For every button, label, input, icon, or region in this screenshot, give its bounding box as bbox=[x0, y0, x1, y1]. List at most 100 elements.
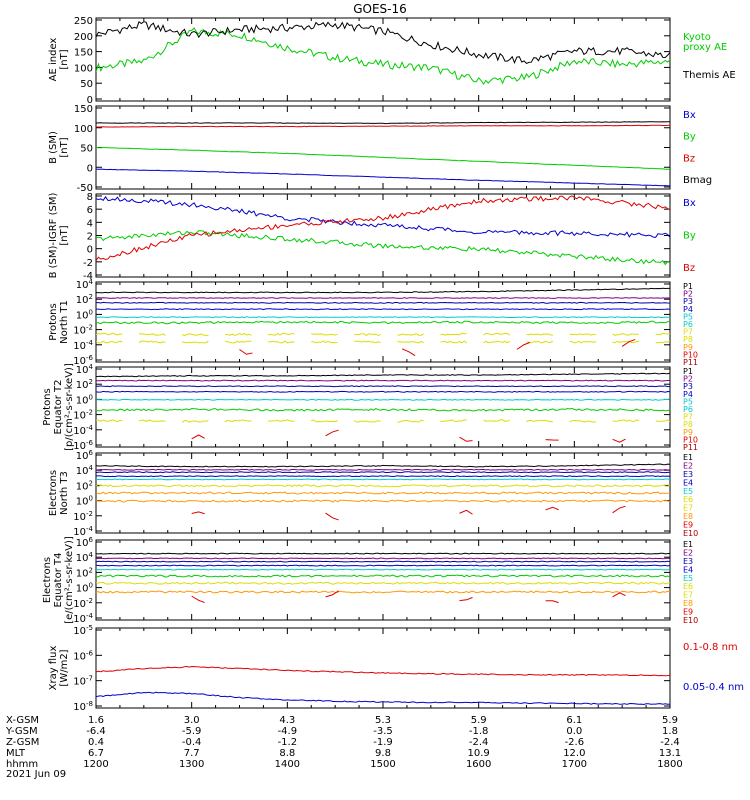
ephemeris-value: 10.9 bbox=[468, 748, 490, 759]
ephemeris-value: 4.3 bbox=[279, 715, 295, 726]
ephemeris-value: 6.7 bbox=[88, 748, 104, 759]
y-axis-label: ElectronsEquator T4[e/(cm²-s-sr-keV)] bbox=[42, 536, 75, 624]
ephemeris-value: 3.0 bbox=[184, 715, 200, 726]
sparse-channel-mark bbox=[191, 511, 205, 515]
series-group bbox=[96, 665, 670, 706]
x-tick-label: 1200 bbox=[83, 759, 108, 770]
panel-frame bbox=[95, 539, 671, 621]
series-line-bz bbox=[96, 124, 670, 128]
sparse-channel-mark bbox=[325, 512, 339, 521]
series-line-p3 bbox=[96, 301, 670, 304]
x-tick-label: 1800 bbox=[657, 759, 682, 770]
ephemeris-row-label: hhmm bbox=[6, 759, 38, 770]
y-tick-label: 10-8 bbox=[73, 700, 93, 713]
x-tick-label: 1600 bbox=[466, 759, 491, 770]
series-line-e4 bbox=[96, 564, 670, 567]
x-tick-label: 1700 bbox=[562, 759, 587, 770]
series-line-e1 bbox=[96, 463, 670, 468]
series-line-p7 bbox=[96, 419, 670, 423]
y-tick-label: 104 bbox=[76, 278, 94, 291]
series-line-e7 bbox=[96, 581, 670, 585]
ephemeris-value: 8.8 bbox=[279, 748, 295, 759]
y-tick-label: 100 bbox=[74, 124, 93, 135]
sparse-channel-mark bbox=[325, 429, 339, 437]
legend-label-p3: P3 bbox=[683, 297, 693, 306]
y-tick-label: 50 bbox=[80, 79, 93, 90]
x-tick-label: 1300 bbox=[179, 759, 204, 770]
series-line-p5 bbox=[96, 398, 670, 401]
legend-label-p8: P8 bbox=[683, 420, 693, 429]
series-line-e2 bbox=[96, 468, 670, 471]
series-line-e5 bbox=[96, 478, 670, 481]
legend-label-p1: P1 bbox=[683, 282, 693, 291]
y-tick-label: 10-2 bbox=[73, 324, 93, 337]
sparse-channel-mark bbox=[325, 590, 339, 598]
panel-frame bbox=[95, 105, 671, 190]
legend-label-p2: P2 bbox=[683, 375, 693, 384]
sparse-channel-mark bbox=[612, 438, 626, 443]
y-tick-label: 0 bbox=[87, 245, 93, 256]
y-tick-label: 200 bbox=[74, 32, 93, 43]
legend-label-e2: E2 bbox=[683, 548, 693, 557]
y-axis-label: ElectronsNorth T3 bbox=[48, 470, 70, 516]
legend-label-p5: P5 bbox=[683, 397, 693, 406]
legend-label-p10: P10 bbox=[683, 435, 698, 444]
series-line-p4 bbox=[96, 308, 670, 311]
legend-label-e8: E8 bbox=[683, 512, 693, 521]
legend-label-e4: E4 bbox=[683, 478, 693, 487]
series-line-e3 bbox=[96, 471, 670, 474]
ephemeris-value: -2.6 bbox=[565, 737, 585, 748]
y-tick-label: 102 bbox=[76, 479, 93, 492]
ephemeris-value: 13.1 bbox=[659, 748, 681, 759]
y-tick-label: 10-2 bbox=[73, 409, 93, 422]
ephemeris-value: 6.1 bbox=[566, 715, 582, 726]
legend-label-e10: E10 bbox=[683, 616, 698, 625]
y-tick-label: 104 bbox=[76, 363, 94, 376]
legend-label-p7: P7 bbox=[683, 413, 693, 422]
sparse-channel-mark bbox=[459, 436, 473, 442]
y-tick-label: 10-2 bbox=[73, 597, 93, 610]
series-line-e6 bbox=[96, 574, 670, 578]
ephemeris-value: 5.3 bbox=[375, 715, 391, 726]
legend-label-0-1-0-8-nm: 0.1-0.8 nm bbox=[683, 642, 738, 653]
chart-title: GOES-16 bbox=[353, 2, 407, 16]
series-line-p1 bbox=[96, 372, 670, 378]
series-line-e8 bbox=[96, 499, 670, 503]
ephemeris-value: 9.8 bbox=[375, 748, 391, 759]
legend-label-p10: P10 bbox=[683, 350, 698, 359]
series-line-0-1-0-8-nm bbox=[96, 665, 670, 677]
legend-label-p9: P9 bbox=[683, 343, 693, 352]
x-tick-label: 1500 bbox=[370, 759, 395, 770]
legend-label-p4: P4 bbox=[683, 305, 693, 314]
series-group bbox=[96, 463, 670, 521]
legend-label-bmag: Bmag bbox=[683, 175, 712, 186]
series-line-p6 bbox=[96, 407, 670, 412]
legend-label-bx: Bx bbox=[683, 110, 696, 121]
y-tick-label: 10-5 bbox=[73, 624, 93, 637]
ephemeris-value: 0.4 bbox=[88, 737, 104, 748]
legend-label-0-05-0-4-nm: 0.05-0.4 nm bbox=[683, 682, 744, 693]
series-line-p2 bbox=[96, 379, 670, 382]
legend-label-e7: E7 bbox=[683, 591, 693, 600]
legend-label-themis-ae: Themis AE bbox=[682, 70, 736, 81]
sparse-channel-mark bbox=[459, 509, 473, 515]
ephemeris-value: 5.9 bbox=[471, 715, 487, 726]
series-line-bz bbox=[96, 195, 670, 261]
legend-label-e4: E4 bbox=[683, 565, 693, 574]
y-tick-label: 104 bbox=[76, 551, 94, 564]
legend-label-p11: P11 bbox=[683, 358, 698, 367]
sparse-channel-mark bbox=[191, 595, 205, 604]
y-tick-label: 106 bbox=[76, 449, 94, 462]
legend: Bx By Bz bbox=[683, 198, 696, 274]
legend-label-p5: P5 bbox=[683, 312, 693, 321]
y-tick-label: -4 bbox=[83, 271, 93, 282]
ephemeris-value: -4.9 bbox=[278, 726, 298, 737]
y-tick-label: 10-2 bbox=[73, 510, 93, 523]
y-tick-label: 10-7 bbox=[73, 675, 93, 688]
y-tick-label: 10-6 bbox=[73, 649, 93, 662]
legend-label-bz: Bz bbox=[683, 263, 695, 274]
sparse-channel-mark bbox=[401, 348, 416, 357]
